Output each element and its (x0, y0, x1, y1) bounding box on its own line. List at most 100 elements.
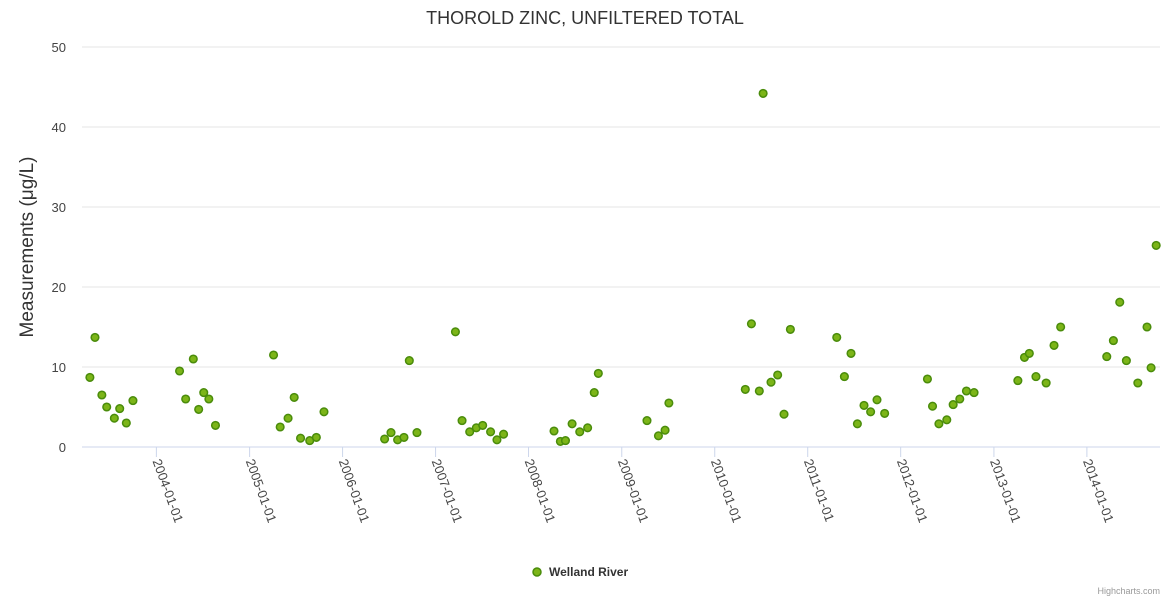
data-point[interactable] (653, 431, 663, 441)
x-tick-label: 2010-01-01 (708, 457, 745, 525)
data-point[interactable] (311, 432, 321, 442)
data-point[interactable] (880, 408, 890, 418)
data-point[interactable] (486, 427, 496, 437)
data-point[interactable] (642, 416, 652, 426)
data-point[interactable] (194, 404, 204, 414)
data-point[interactable] (1024, 348, 1034, 358)
legend-label[interactable]: Welland River (549, 565, 628, 579)
data-point[interactable] (942, 415, 952, 425)
data-point[interactable] (204, 394, 214, 404)
data-point[interactable] (1133, 378, 1143, 388)
data-point[interactable] (478, 420, 488, 430)
y-tick-label: 30 (52, 200, 66, 215)
data-point[interactable] (969, 388, 979, 398)
data-point[interactable] (380, 434, 390, 444)
data-point[interactable] (283, 413, 293, 423)
data-point[interactable] (934, 419, 944, 429)
data-point[interactable] (450, 327, 460, 337)
data-point[interactable] (1151, 240, 1161, 250)
data-point[interactable] (1146, 363, 1156, 373)
data-point[interactable] (583, 423, 593, 433)
data-point[interactable] (319, 407, 329, 417)
data-point[interactable] (1108, 336, 1118, 346)
x-tick-label: 2012-01-01 (894, 457, 931, 525)
data-point[interactable] (128, 396, 138, 406)
data-point[interactable] (746, 319, 756, 329)
data-point[interactable] (660, 425, 670, 435)
data-point[interactable] (1013, 376, 1023, 386)
data-point[interactable] (115, 404, 125, 414)
data-point[interactable] (412, 428, 422, 438)
data-point[interactable] (296, 433, 306, 443)
data-point[interactable] (210, 420, 221, 430)
data-point[interactable] (852, 419, 862, 429)
data-point[interactable] (948, 400, 958, 410)
data-point[interactable] (85, 372, 95, 382)
data-point[interactable] (779, 409, 789, 419)
data-point[interactable] (275, 422, 285, 432)
data-point[interactable] (866, 407, 876, 417)
y-tick-label: 50 (52, 40, 66, 55)
data-point[interactable] (1121, 356, 1131, 366)
data-point[interactable] (492, 435, 502, 445)
data-point[interactable] (961, 386, 971, 396)
data-point[interactable] (664, 398, 674, 408)
x-tick-label: 2014-01-01 (1080, 457, 1117, 525)
legend[interactable]: Welland River (532, 565, 628, 579)
data-point[interactable] (589, 388, 599, 398)
data-point[interactable] (1056, 322, 1066, 332)
data-point[interactable] (175, 366, 185, 376)
legend-marker (532, 567, 542, 577)
data-point[interactable] (567, 419, 577, 429)
data-point[interactable] (102, 402, 112, 412)
data-point[interactable] (404, 356, 414, 366)
grid-lines (82, 46, 1160, 368)
data-point[interactable] (575, 427, 585, 437)
data-point[interactable] (109, 413, 119, 423)
data-point[interactable] (97, 390, 107, 400)
data-point[interactable] (758, 88, 768, 98)
data-point[interactable] (955, 394, 965, 404)
data-point[interactable] (549, 426, 559, 436)
chart-title: THOROLD ZINC, UNFILTERED TOTAL (426, 8, 744, 28)
data-point[interactable] (754, 386, 764, 396)
data-point[interactable] (766, 377, 776, 387)
data-point[interactable] (832, 332, 842, 342)
data-point[interactable] (269, 350, 279, 360)
data-point[interactable] (927, 401, 938, 411)
data-point[interactable] (386, 428, 396, 438)
credits[interactable]: Highcharts.com (1097, 586, 1160, 596)
data-point[interactable] (1115, 297, 1125, 307)
data-point[interactable] (560, 436, 571, 446)
data-point[interactable] (839, 372, 849, 382)
data-point[interactable] (465, 427, 475, 437)
data-point[interactable] (289, 392, 299, 402)
data-point[interactable] (1041, 378, 1051, 388)
x-tick-label: 2004-01-01 (150, 457, 187, 525)
data-point[interactable] (188, 354, 198, 364)
data-point[interactable] (922, 374, 932, 384)
x-tick-label: 2006-01-01 (336, 457, 373, 525)
x-axis-ticks: 2004-01-01 2005-01-01 2006-01-01 2007-01-01… (150, 447, 1117, 525)
data-point[interactable] (499, 429, 509, 439)
x-tick-label: 2005-01-01 (243, 457, 280, 525)
y-tick-label: 20 (52, 280, 66, 295)
data-point[interactable] (593, 368, 603, 378)
data-point[interactable] (90, 332, 100, 342)
data-point[interactable] (1102, 352, 1112, 362)
x-tick-label: 2008-01-01 (522, 457, 559, 525)
data-point[interactable] (199, 388, 209, 398)
data-point[interactable] (740, 384, 750, 394)
data-point[interactable] (181, 394, 191, 404)
data-point[interactable] (121, 418, 131, 428)
data-point[interactable] (872, 395, 882, 405)
data-point[interactable] (785, 324, 795, 334)
data-point[interactable] (399, 432, 409, 442)
data-point[interactable] (1049, 340, 1059, 350)
data-point[interactable] (773, 370, 783, 380)
data-point[interactable] (859, 400, 869, 410)
data-point[interactable] (846, 348, 856, 358)
data-point[interactable] (1142, 322, 1152, 332)
data-point[interactable] (1031, 372, 1041, 382)
data-point[interactable] (457, 416, 467, 426)
